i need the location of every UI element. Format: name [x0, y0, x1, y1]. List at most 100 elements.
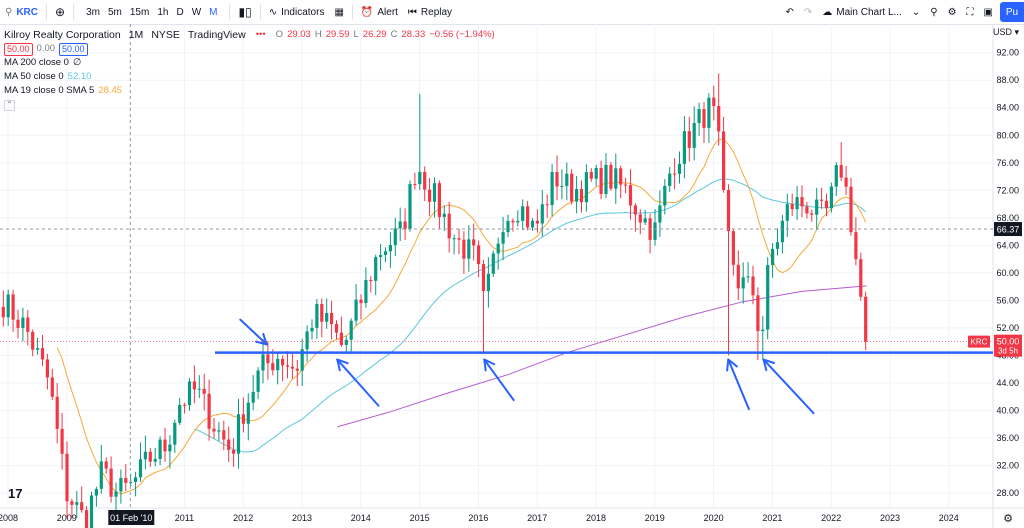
ma200-legend[interactable]: MA 200 close 0 ∅	[4, 56, 495, 70]
ma50-legend[interactable]: MA 50 close 0 52.10	[4, 70, 495, 84]
candle-body	[290, 366, 294, 369]
annotation-layer	[215, 318, 993, 415]
compare-button[interactable]: ⊕	[50, 0, 70, 24]
ohlc-high-label: H	[314, 29, 322, 40]
layout-label: Main Chart L...	[836, 6, 902, 18]
time-tick-label: 2020	[704, 513, 724, 523]
ask-box[interactable]: 50.00	[59, 42, 88, 56]
candle-body	[241, 414, 245, 424]
price-tick-label: 68.00	[996, 213, 1019, 223]
layout-button[interactable]: ☁ Main Chart L...	[817, 0, 907, 24]
crosshair-date-label: 01 Feb '10	[110, 513, 152, 523]
ohlc-close: 28.33	[401, 29, 426, 40]
candle-body	[741, 277, 745, 289]
candle-body	[570, 173, 574, 202]
candle-body	[775, 242, 780, 249]
interval-m[interactable]: M	[209, 6, 218, 18]
interval-5m[interactable]: 5m	[107, 6, 122, 18]
candle-body	[859, 259, 863, 297]
interval-1h[interactable]: 1h	[157, 6, 169, 18]
candle-body	[643, 218, 647, 223]
candle-body	[31, 331, 35, 350]
candle-body	[761, 329, 765, 332]
candle-body	[325, 312, 329, 322]
chart-type-button[interactable]: ▮▯	[233, 0, 256, 24]
snapshot-button[interactable]: ▣	[979, 0, 998, 24]
symbol-tag-box	[968, 335, 990, 348]
legend-title: Kilroy Realty Corporation	[4, 29, 121, 41]
interval-d[interactable]: D	[176, 6, 184, 18]
legend-collapse[interactable]: ⌃	[4, 98, 495, 112]
candle-body	[178, 404, 182, 423]
candle-body	[677, 163, 682, 174]
interval-15m[interactable]: 15m	[129, 6, 150, 18]
price-tick-label: 60.00	[996, 268, 1019, 278]
dots-icon[interactable]: •••	[255, 29, 266, 40]
candle-body	[672, 173, 677, 175]
candle-body	[11, 294, 15, 320]
candle-body	[589, 172, 593, 179]
annotation-arrow	[239, 318, 268, 346]
candle-body	[584, 172, 588, 203]
candle-body	[457, 238, 461, 240]
candle-body	[109, 468, 113, 497]
arrow-head	[483, 358, 496, 366]
candle-body	[476, 245, 481, 265]
ma19-legend[interactable]: MA 19 close 0 SMA 5 28.45	[4, 84, 495, 98]
candle-body	[437, 183, 441, 217]
candle-body	[60, 428, 64, 454]
price-tick-label: 76.00	[996, 158, 1019, 168]
candle-body	[84, 510, 89, 528]
price-tick-label: 36.00	[996, 433, 1019, 443]
ma19-value: 28.45	[98, 85, 123, 96]
candle-body	[770, 248, 775, 265]
candle-body	[310, 327, 314, 332]
ma200-layer	[337, 285, 867, 428]
candle-body	[256, 370, 260, 392]
quick-search-button[interactable]: ⚲	[925, 0, 942, 24]
undo-button[interactable]: ↶	[780, 0, 798, 24]
candle-body	[467, 239, 471, 259]
price-chart[interactable]: 92.00 88.00 84.00 80.00 76.00 72.00 68.00 64.00…	[0, 24, 1024, 528]
time-tick-label: 2015	[410, 513, 430, 523]
candle-body	[800, 197, 804, 207]
chevron-up-icon: ⌃	[4, 99, 15, 111]
interval-3m[interactable]: 3m	[86, 6, 100, 18]
candle-body	[780, 220, 784, 243]
bid-box[interactable]: 50.00	[4, 42, 33, 56]
fullscreen-button[interactable]: ⛶	[962, 0, 979, 24]
time-tick-label: 2017	[527, 513, 547, 523]
alert-button[interactable]: ⏰ Alert	[356, 0, 403, 24]
candle-body	[442, 213, 446, 217]
candle-body	[658, 205, 662, 223]
last-price-box	[994, 334, 1022, 357]
ohlc-high: 29.59	[325, 29, 350, 40]
candle-body	[560, 185, 564, 187]
symbol-search[interactable]: ⚲ KRC	[0, 0, 43, 24]
candle-body	[182, 404, 187, 406]
spread-value: 0.00	[36, 43, 56, 54]
price-tick-label: 52.00	[996, 323, 1019, 333]
candle-body	[50, 377, 54, 397]
settings-button[interactable]: ⚙	[943, 0, 962, 24]
candle-body	[251, 391, 255, 403]
publish-button[interactable]: Pu	[1000, 2, 1024, 22]
candle-body	[143, 451, 147, 460]
redo-button[interactable]: ↷	[799, 0, 817, 24]
candle-body	[393, 228, 397, 246]
candle-body	[119, 477, 123, 492]
replay-button[interactable]: ⏮ Replay	[403, 0, 457, 24]
countdown-label: 3d 5h	[998, 347, 1018, 356]
price-axis[interactable]: 92.00 88.00 84.00 80.00 76.00 72.00 68.00 64.00…	[993, 27, 1020, 498]
ma50-layer	[194, 178, 867, 453]
time-axis[interactable]: 2008 2009 2011 2012 2013 2014 2015 2016 2017 2018…	[0, 513, 1013, 525]
candle-body	[653, 222, 657, 240]
candle-body	[668, 173, 672, 186]
candle-body	[227, 439, 231, 450]
interval-w[interactable]: W	[191, 6, 202, 18]
indicators-button[interactable]: ∿ Indicators	[264, 0, 330, 24]
templates-button[interactable]: ▦	[329, 0, 348, 24]
candle-body	[633, 205, 637, 215]
price-tick-label: 56.00	[996, 295, 1019, 305]
layout-menu-button[interactable]: ⌄	[907, 0, 925, 24]
